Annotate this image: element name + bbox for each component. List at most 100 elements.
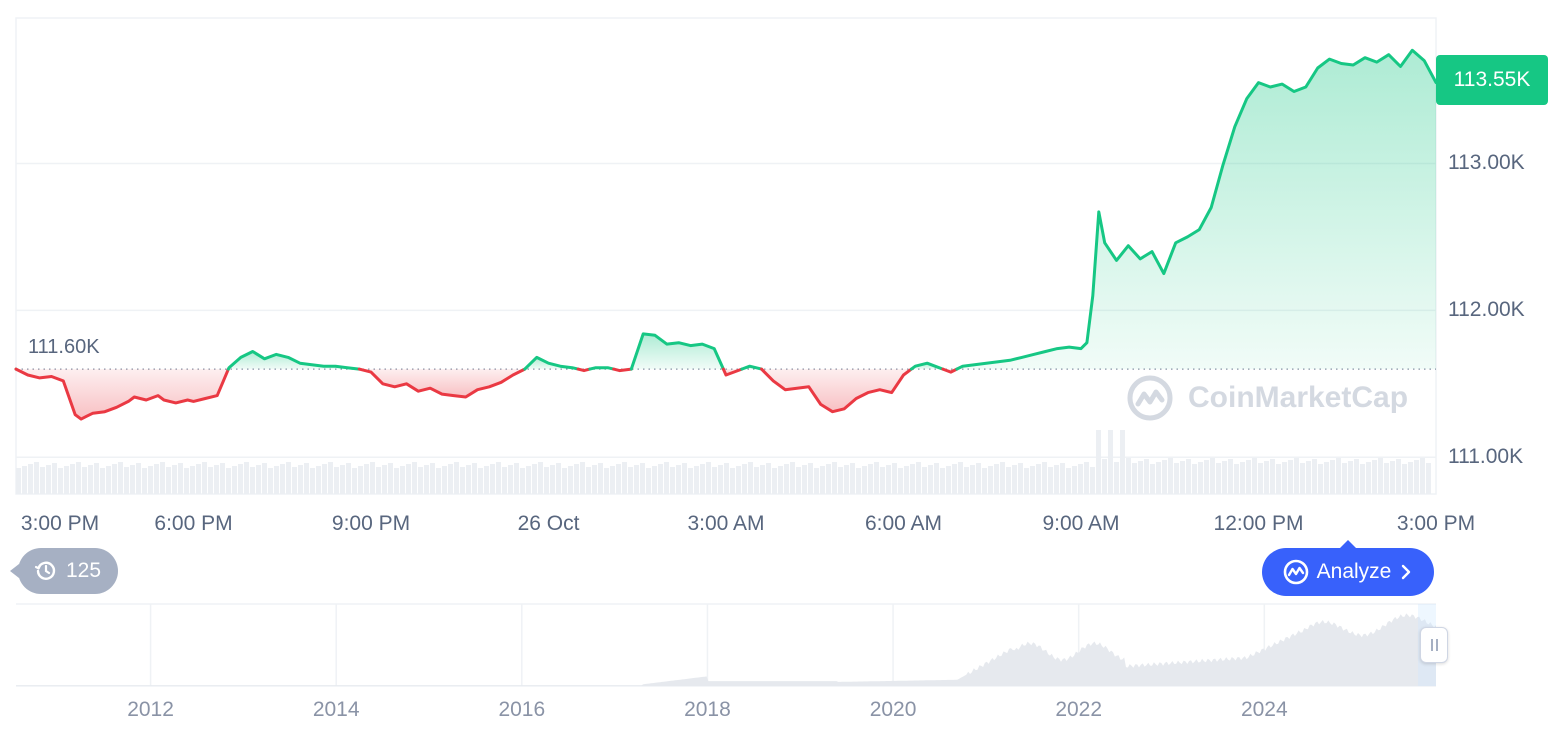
volume-bar bbox=[22, 466, 27, 494]
volume-bar bbox=[844, 465, 849, 494]
volume-bar bbox=[1390, 461, 1395, 494]
volume-bar bbox=[220, 463, 225, 494]
volume-bar bbox=[574, 464, 579, 494]
volume-bar bbox=[64, 466, 69, 494]
volume-bar bbox=[1174, 463, 1179, 494]
y-tick-label: 111.00K bbox=[1448, 445, 1524, 469]
volume-bar bbox=[1012, 465, 1017, 494]
volume-bar bbox=[160, 462, 165, 494]
navigator-year-label: 2014 bbox=[312, 698, 360, 721]
volume-bar bbox=[112, 464, 117, 494]
volume-bar bbox=[922, 467, 927, 494]
navigator-range-handle[interactable] bbox=[1420, 627, 1448, 663]
volume-bar bbox=[190, 466, 195, 494]
volume-bar bbox=[52, 463, 57, 494]
volume-bar bbox=[856, 468, 861, 494]
volume-bar bbox=[970, 465, 975, 494]
volume-bar bbox=[610, 466, 615, 494]
volume-bar bbox=[472, 463, 477, 494]
volume-bar bbox=[1282, 462, 1287, 494]
volume-bar bbox=[256, 465, 261, 494]
volume-bar bbox=[280, 464, 285, 494]
volume-bar bbox=[556, 463, 561, 494]
volume-bar bbox=[106, 466, 111, 494]
volume-bar bbox=[1288, 460, 1293, 494]
volume-bar bbox=[1198, 462, 1203, 494]
coinmarketcap-logo-icon bbox=[1283, 559, 1308, 585]
volume-bar bbox=[364, 464, 369, 494]
volume-bar bbox=[166, 467, 171, 494]
volume-bar bbox=[1150, 464, 1155, 494]
volume-bar bbox=[358, 466, 363, 494]
volume-bar bbox=[748, 462, 753, 494]
volume-bar bbox=[1366, 462, 1371, 494]
volume-bar bbox=[664, 462, 669, 494]
line-segment-down bbox=[14, 367, 230, 421]
line-segment-up bbox=[588, 366, 616, 371]
area-above-reference bbox=[631, 333, 724, 370]
volume-bar bbox=[70, 464, 75, 494]
volume-bar bbox=[1408, 462, 1413, 494]
volume-bar bbox=[712, 467, 717, 494]
volume-bar bbox=[1360, 464, 1365, 494]
volume-bar bbox=[790, 462, 795, 494]
history-count-badge[interactable]: 125 bbox=[10, 548, 118, 594]
volume-bar bbox=[1240, 462, 1245, 494]
price-line bbox=[14, 48, 1438, 421]
volume-bar bbox=[1162, 460, 1167, 494]
volume-bar bbox=[1192, 464, 1197, 494]
volume-bar bbox=[862, 466, 867, 494]
volume-bar bbox=[118, 462, 123, 494]
area-above-reference bbox=[956, 50, 1436, 370]
volume-bar bbox=[964, 467, 969, 494]
volume-bar bbox=[328, 462, 333, 494]
volume-bar bbox=[604, 468, 609, 494]
analyze-button[interactable]: Analyze bbox=[1262, 540, 1434, 596]
volume-bar bbox=[1330, 460, 1335, 494]
volume-bar bbox=[766, 463, 771, 494]
line-segment-down bbox=[576, 367, 592, 373]
volume-bar bbox=[40, 467, 45, 494]
volume-bar bbox=[1072, 466, 1077, 494]
volume-bar bbox=[424, 465, 429, 494]
volume-bar bbox=[1228, 459, 1233, 494]
volume-bar bbox=[1156, 462, 1161, 494]
volume-bar bbox=[502, 467, 507, 494]
navigator-year-label: 2022 bbox=[1055, 698, 1103, 721]
volume-bar bbox=[370, 462, 375, 494]
navigator-history-area bbox=[16, 613, 1436, 686]
volume-bar bbox=[562, 468, 567, 494]
volume-bar bbox=[982, 468, 987, 494]
x-tick-label: 3:00 PM bbox=[20, 512, 100, 535]
volume-bar bbox=[448, 464, 453, 494]
volume-bar bbox=[736, 466, 741, 494]
volume-bar bbox=[394, 468, 399, 494]
analyze-label: Analyze bbox=[1316, 560, 1392, 583]
volume-bar bbox=[916, 462, 921, 494]
volume-bar bbox=[1024, 468, 1029, 494]
volume-bar bbox=[700, 464, 705, 494]
volume-bar bbox=[244, 462, 249, 494]
line-segment-down bbox=[357, 367, 527, 399]
volume-bar bbox=[58, 468, 63, 494]
volume-bar bbox=[1090, 467, 1095, 494]
volume-bar bbox=[1000, 462, 1005, 494]
volume-bar bbox=[94, 463, 99, 494]
volume-bar bbox=[196, 464, 201, 494]
volume-bar bbox=[1252, 458, 1257, 494]
volume-bar bbox=[850, 463, 855, 494]
x-tick-label: 26 Oct bbox=[517, 512, 580, 535]
volume-bar bbox=[340, 465, 345, 494]
volume-bar bbox=[238, 464, 243, 494]
x-tick-label: 6:00 AM bbox=[864, 512, 943, 535]
volume-bar bbox=[496, 462, 501, 494]
volume-bar bbox=[586, 467, 591, 494]
volume-bar bbox=[262, 463, 267, 494]
volume-bar bbox=[298, 465, 303, 494]
volume-bar bbox=[1138, 461, 1143, 494]
volume-bar bbox=[1042, 462, 1047, 494]
volume-bar bbox=[1258, 463, 1263, 494]
volume-bar bbox=[976, 463, 981, 494]
coinmarketcap-watermark-icon bbox=[1127, 375, 1173, 421]
volume-bar bbox=[520, 468, 525, 494]
